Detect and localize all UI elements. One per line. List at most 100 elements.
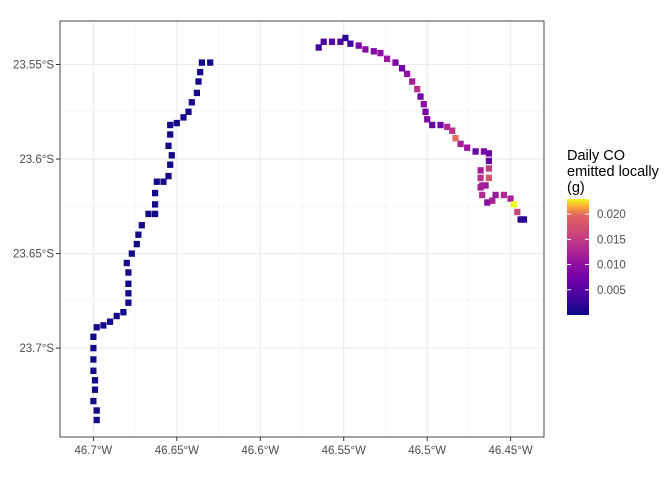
grid-lines [60,21,544,437]
emission-cell [444,123,451,131]
emission-cell [342,34,349,42]
emission-cell [320,38,327,45]
emission-cell [123,259,130,267]
emission-cell [90,397,97,405]
emission-cell [125,269,132,276]
emission-cell [188,99,195,106]
emission-cell [128,250,135,257]
emission-cell [480,148,487,155]
emission-cell [133,240,140,248]
emission-cell [449,127,456,134]
legend-title-line: Daily CO [567,148,625,164]
emission-cell [417,93,424,100]
y-tick-label: 23.7°S [19,343,54,355]
emission-cell [160,178,167,185]
emission-cell [173,119,180,127]
emission-cell [90,356,97,363]
colorbar-ticks: 0.005 0.010 0.015 0.020 [567,209,626,297]
emission-cell [517,216,524,223]
emission-cell [370,48,377,55]
emission-cell [485,150,492,157]
emission-cell [337,38,344,45]
emission-cell [482,182,489,189]
emission-cell [125,290,132,297]
emission-cell [207,59,214,66]
emission-cell [152,210,159,218]
emission-cell [328,38,336,45]
emission-cell [414,85,421,93]
emission-cell [135,231,142,238]
emission-cell [93,407,100,414]
emission-cell [165,172,172,180]
emission-cell [485,157,492,165]
emission-cell [399,65,406,72]
emission-cell [113,312,120,320]
emission-cell [93,324,100,331]
y-tick-label: 23.6°S [19,154,54,166]
emission-cell [167,131,174,138]
emission-cell [479,191,486,199]
y-axis: 23.55°S 23.6°S 23.65°S 23.7°S [13,59,60,355]
emission-cell [152,201,159,208]
colorbar-tick-label: 0.015 [597,234,626,246]
emission-cell [153,178,160,185]
emission-cell [484,199,491,206]
emission-cell [197,68,204,76]
emission-cell [472,148,479,155]
emission-cell [347,40,354,47]
emission-cell [93,416,100,424]
emission-cell [420,101,427,108]
emission-cell [180,114,187,121]
emission-cell [168,152,175,159]
x-tick-label: 46.45°W [489,445,533,457]
emission-cell [377,49,384,57]
emission-cell [107,318,114,325]
x-tick-label: 46.65°W [155,445,199,457]
emission-cell [91,377,99,384]
emission-cell [120,309,127,316]
emission-cell [489,197,496,204]
emission-cell [193,89,200,97]
emission-cell [477,167,484,174]
emission-cells [90,34,528,424]
emission-cell [185,108,192,115]
x-tick-label: 46.6°W [241,445,279,457]
emission-cell [477,174,484,182]
emission-cell [90,367,97,374]
x-axis: 46.7°W 46.65°W 46.6°W 46.55°W 46.5°W 46.45°W [74,437,533,457]
emission-cell [125,280,132,287]
emission-cell [485,165,492,172]
legend-title-line: (g) [567,180,585,196]
colorbar-tick-label: 0.020 [597,209,626,221]
y-tick-label: 23.55°S [13,59,54,71]
emission-cell [424,116,431,123]
emission-cell [355,42,362,49]
emission-cell [145,210,152,218]
emission-cell [429,121,436,129]
emission-cell [404,70,411,78]
emission-cell [165,142,172,149]
legend-title-line: emitted locally [567,164,660,180]
emission-cell [500,191,507,199]
emission-cell [392,59,399,66]
colorbar-tick-label: 0.005 [597,285,626,297]
emission-cell [100,322,107,329]
emission-cell [464,144,471,151]
emission-cell [90,344,97,352]
emission-cell [485,174,492,182]
emission-cell [477,184,484,191]
emission-cell [510,201,518,208]
emission-cell [125,299,132,306]
emission-cell [90,333,97,340]
emission-cell [409,78,416,85]
emission-cell [514,208,521,216]
colorbar [567,199,589,315]
emission-cell [362,46,369,53]
emission-cell [422,108,429,115]
x-tick-label: 46.7°W [74,445,112,457]
emission-cell [492,191,499,199]
